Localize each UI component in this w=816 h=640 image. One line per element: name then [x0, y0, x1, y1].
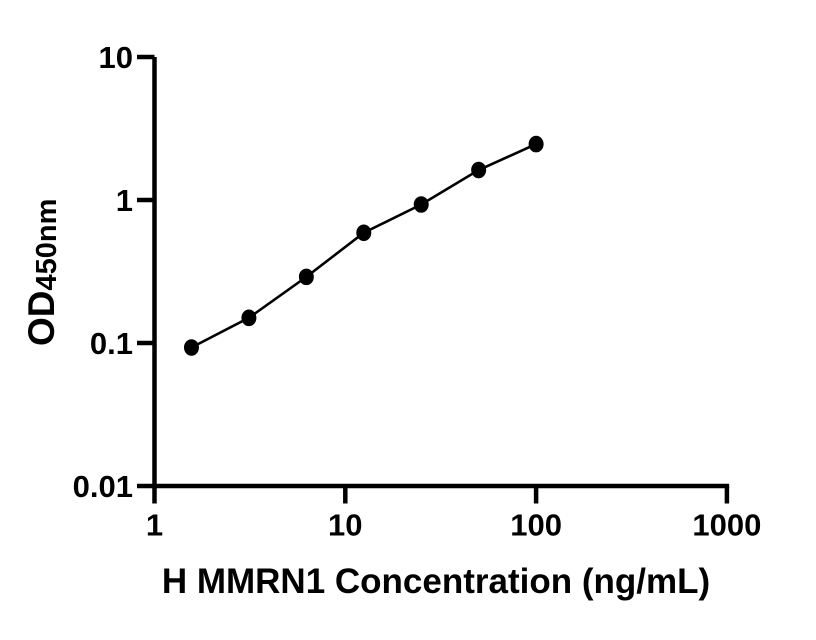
- x-tick-label: 100: [510, 508, 562, 543]
- x-axis-title: H MMRN1 Concentration (ng/mL): [162, 562, 710, 601]
- series-layer: [183, 135, 544, 356]
- data-point: [413, 196, 429, 213]
- tick-labels-layer: 10 1 0.1 0.01 1 10 100 1000: [73, 40, 762, 543]
- data-point: [356, 224, 372, 242]
- data-point: [183, 339, 199, 356]
- x-tick-label: 1000: [692, 508, 761, 543]
- y-tick-label: 1: [116, 183, 133, 218]
- y-tick-label: 0.01: [73, 469, 133, 504]
- axes-layer: [152, 57, 730, 489]
- y-axis-title-subscript: 450nm: [31, 199, 63, 291]
- data-point: [298, 268, 314, 286]
- y-axis-title-main: OD: [21, 291, 62, 347]
- y-axis-title: OD450nm: [21, 199, 63, 346]
- data-point: [528, 135, 544, 153]
- data-point: [241, 309, 257, 327]
- data-point: [471, 161, 487, 179]
- ticks-layer: [137, 54, 730, 504]
- y-tick-label: 10: [99, 40, 133, 75]
- x-tick-label: 10: [328, 508, 362, 543]
- y-tick-label: 0.1: [90, 326, 133, 361]
- x-tick-label: 1: [146, 508, 163, 543]
